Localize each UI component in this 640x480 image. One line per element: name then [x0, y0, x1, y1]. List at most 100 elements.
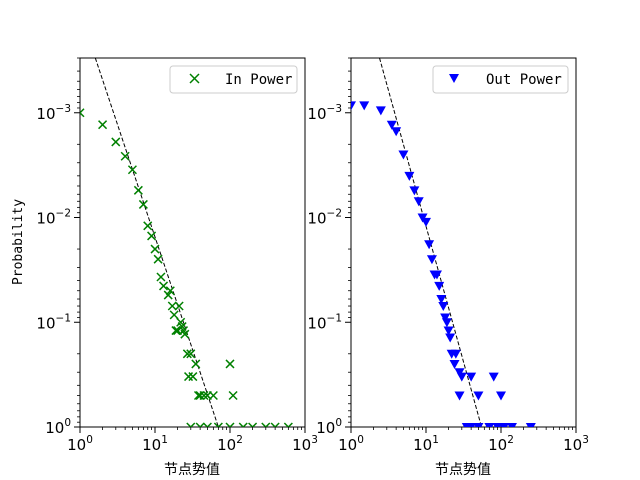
left-point [248, 422, 258, 427]
left-point [191, 359, 201, 369]
right-point [466, 423, 477, 427]
right-point [441, 318, 452, 328]
left-point [225, 359, 235, 369]
right-point [375, 106, 386, 116]
right-fit-line [379, 58, 483, 427]
right-point [391, 127, 402, 137]
left-point [195, 390, 205, 400]
left-x-tick-label: 102 [217, 434, 243, 454]
left-point [228, 390, 238, 400]
right-point [421, 217, 431, 227]
left-chart-panel: 100 101 102 103 10−3 10−2 10−1 100 节点势值 Probab… [11, 57, 318, 478]
right-y-ticks: 10−3 10−2 10−1 100 [307, 57, 351, 437]
left-point [202, 422, 212, 427]
left-point [127, 165, 137, 175]
right-point [450, 349, 461, 359]
right-point [454, 391, 465, 401]
left-point [208, 390, 218, 400]
right-legend: Out Power [432, 65, 569, 94]
right-point [438, 302, 449, 312]
right-point [440, 313, 451, 323]
left-point [165, 286, 175, 296]
right-point [496, 391, 506, 401]
left-point [163, 290, 173, 300]
left-point [180, 329, 190, 339]
left-point [147, 231, 157, 241]
right-point [473, 423, 484, 427]
right-point [506, 423, 517, 427]
left-y-tick-label: 10−3 [36, 103, 71, 123]
left-point [186, 349, 196, 359]
right-point [386, 120, 397, 130]
left-legend: In Power [169, 65, 298, 94]
right-y-tick-label: 10−1 [307, 312, 342, 332]
left-x-ticks: 100 101 102 103 [67, 427, 318, 454]
right-point [426, 255, 437, 265]
left-point [213, 422, 223, 427]
left-data-marks [80, 58, 293, 427]
right-point [499, 423, 510, 427]
left-x-tick-label: 103 [292, 434, 318, 454]
right-legend-marker [449, 74, 459, 83]
left-y-axis-label: Probability [11, 199, 26, 285]
left-point [225, 422, 235, 427]
right-plot-frame [350, 57, 577, 428]
right-point [359, 101, 370, 111]
right-chart-panel: 100 101 102 103 10−3 10−2 10−1 100 节点势值 Out Po… [307, 57, 589, 478]
right-point [404, 171, 415, 181]
left-point [133, 185, 143, 195]
left-point [188, 372, 198, 382]
right-legend-label: Out Power [486, 72, 562, 88]
left-plot-frame [79, 57, 306, 428]
left-point [98, 120, 108, 130]
right-point [449, 359, 460, 369]
left-point [186, 422, 196, 427]
right-point [484, 423, 495, 427]
left-point [174, 301, 184, 311]
left-x-tick-label: 101 [142, 434, 168, 454]
left-point [111, 137, 121, 147]
left-point [138, 199, 148, 209]
left-point [80, 108, 85, 118]
left-x-tick-label: 100 [67, 434, 93, 454]
right-point [445, 333, 456, 343]
right-x-tick-label: 100 [338, 434, 364, 454]
right-x-axis-label: 节点势值 [435, 462, 491, 478]
right-x-tick-label: 101 [413, 434, 439, 454]
left-point [169, 310, 179, 320]
right-point [398, 150, 409, 160]
right-point [525, 423, 536, 427]
right-point [409, 186, 420, 196]
left-y-ticks: 10−3 10−2 10−1 100 [36, 57, 80, 437]
left-point [120, 151, 130, 161]
right-point [431, 270, 442, 280]
left-y-tick-label: 10−2 [36, 208, 71, 228]
left-point [143, 221, 153, 231]
right-point [456, 372, 467, 382]
right-x-tick-label: 103 [563, 434, 589, 454]
right-point [466, 372, 477, 382]
left-y-tick-label: 100 [45, 417, 71, 437]
left-point [283, 422, 293, 427]
right-point [434, 281, 445, 291]
right-data-marks [351, 58, 536, 427]
right-point [443, 326, 454, 336]
right-point [436, 295, 447, 305]
right-point [413, 197, 424, 207]
right-y-tick-label: 10−3 [307, 103, 342, 123]
left-point [167, 301, 177, 311]
left-x-axis-label: 节点势值 [164, 462, 220, 478]
left-y-tick-label: 10−1 [36, 312, 71, 332]
left-point [199, 390, 209, 400]
left-point [156, 272, 166, 282]
left-legend-label: In Power [225, 72, 292, 88]
right-point [488, 372, 499, 382]
left-point [261, 422, 271, 427]
right-point [473, 391, 484, 401]
right-point [424, 240, 435, 250]
left-point [238, 422, 248, 427]
left-point [150, 244, 160, 254]
left-legend-marker [189, 73, 200, 84]
right-x-ticks: 100 101 102 103 [338, 427, 589, 454]
